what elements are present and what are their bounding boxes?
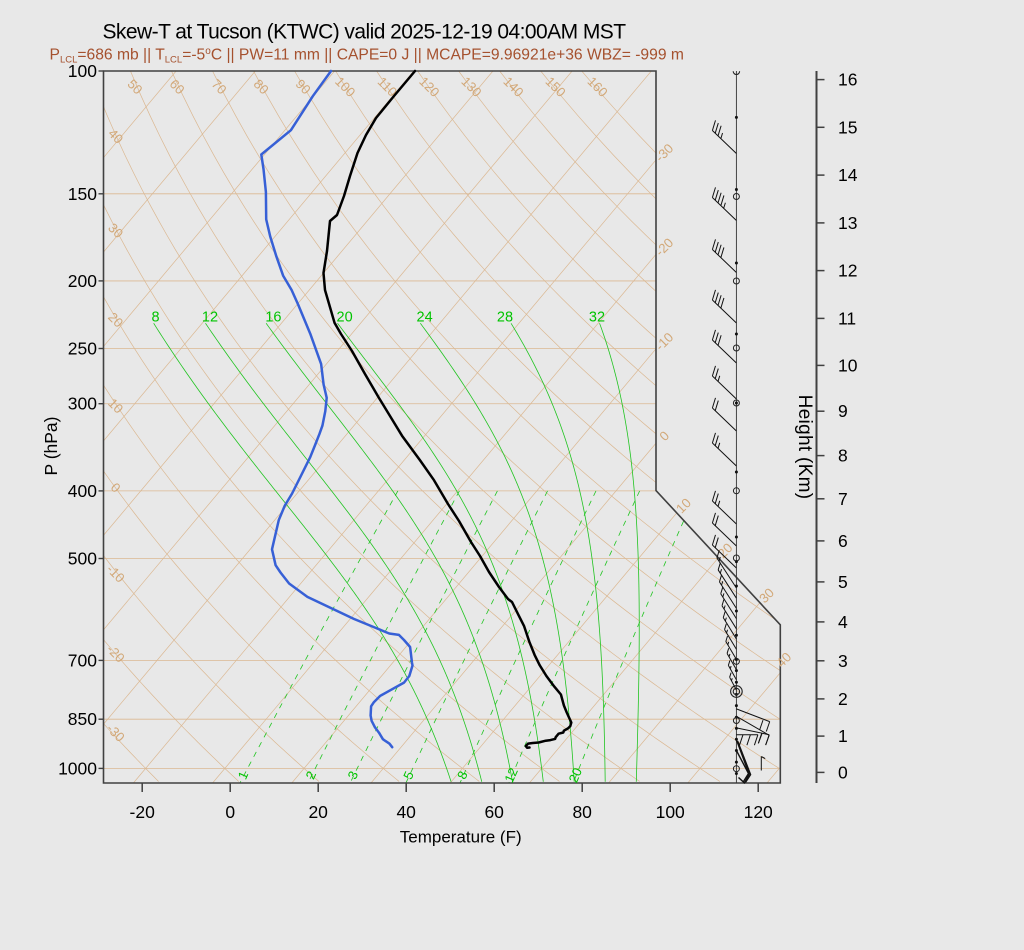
svg-text:28: 28: [497, 310, 513, 326]
svg-text:20: 20: [308, 802, 328, 822]
svg-text:60: 60: [484, 802, 504, 822]
svg-text:4: 4: [838, 612, 848, 632]
svg-text:700: 700: [68, 650, 97, 670]
svg-text:15: 15: [838, 117, 857, 137]
svg-text:80: 80: [572, 802, 592, 822]
svg-text:24: 24: [417, 310, 433, 326]
svg-text:20: 20: [565, 766, 585, 785]
svg-text:16: 16: [265, 310, 281, 326]
svg-text:11: 11: [838, 308, 856, 328]
svg-text:Temperature (F): Temperature (F): [400, 828, 522, 847]
svg-text:16: 16: [838, 70, 857, 90]
svg-text:3: 3: [838, 651, 848, 671]
svg-text:32: 32: [589, 310, 605, 326]
svg-text:13: 13: [838, 213, 857, 233]
svg-text:5: 5: [838, 572, 848, 592]
svg-text:12: 12: [838, 261, 857, 281]
svg-text:Skew-T at Tucson (KTWC) valid: Skew-T at Tucson (KTWC) valid 2025-12-19…: [102, 21, 626, 44]
svg-text:12: 12: [501, 766, 521, 785]
svg-text:Height (Km): Height (Km): [794, 395, 815, 500]
svg-text:10: 10: [838, 355, 858, 375]
svg-text:2: 2: [838, 689, 848, 709]
svg-text:250: 250: [68, 339, 97, 359]
svg-text:20: 20: [337, 310, 353, 326]
svg-text:9: 9: [838, 401, 848, 421]
svg-text:500: 500: [68, 549, 97, 569]
svg-text:14: 14: [838, 165, 858, 185]
svg-text:0: 0: [838, 762, 848, 782]
svg-text:-20: -20: [130, 802, 156, 822]
svg-text:1000: 1000: [58, 758, 97, 778]
svg-text:7: 7: [838, 489, 848, 509]
svg-text:100: 100: [68, 61, 97, 81]
svg-text:120: 120: [744, 802, 773, 822]
svg-text:6: 6: [838, 531, 848, 551]
svg-text:150: 150: [68, 184, 97, 204]
svg-text:100: 100: [656, 802, 685, 822]
svg-text:0: 0: [225, 802, 235, 822]
svg-text:200: 200: [68, 271, 97, 291]
svg-text:40: 40: [396, 802, 416, 822]
svg-text:8: 8: [838, 446, 848, 466]
svg-text:12: 12: [202, 310, 218, 326]
svg-text:850: 850: [68, 709, 97, 729]
svg-text:8: 8: [152, 310, 160, 326]
svg-text:300: 300: [68, 394, 97, 414]
svg-text:1: 1: [838, 726, 848, 746]
svg-text:P (hPa): P (hPa): [41, 416, 61, 475]
svg-text:PLCL=686 mb || TLCL=-5oC || PW: PLCL=686 mb || TLCL=-5oC || PW=11 mm || …: [50, 46, 684, 66]
svg-text:400: 400: [68, 481, 97, 501]
